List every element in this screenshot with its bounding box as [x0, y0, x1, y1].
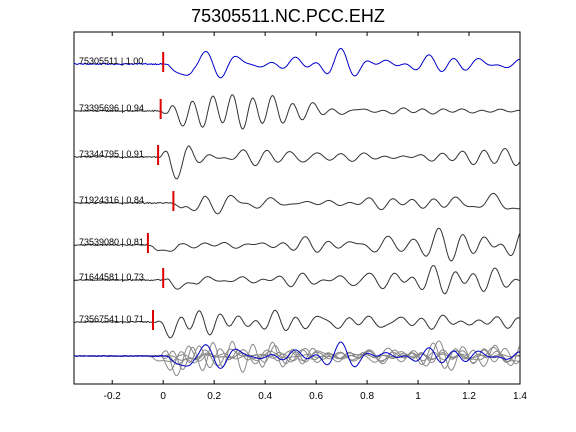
x-tick-label: 0 — [160, 391, 166, 402]
x-tick-label: 0.8 — [360, 391, 374, 402]
trace-label-3: 73344795 | 0.91 — [79, 149, 144, 159]
trace-1-line — [73, 47, 520, 79]
x-tick-label: -0.2 — [104, 391, 122, 402]
x-tick-label: 1 — [415, 391, 421, 402]
trace-label-5: 73539080 | 0.81 — [79, 237, 144, 247]
chart-title: 75305511.NC.PCC.EHZ — [191, 6, 385, 26]
trace-group: 75305511 | 1.00 73395696 | 0.94 73344795 |… — [73, 47, 520, 339]
trace-3-line — [73, 145, 520, 180]
overlay-trace-1 — [73, 341, 520, 369]
trace-6-line — [73, 265, 520, 295]
overlay-stack — [73, 340, 520, 377]
overlay-trace-7 — [73, 344, 520, 371]
trace-2-line — [73, 94, 520, 130]
trace-label-6: 71644581 | 0.73 — [79, 272, 144, 282]
trace-label-7: 73567541 | 0.71 — [79, 314, 144, 324]
x-tick-label: 1.4 — [513, 391, 527, 402]
trace-4-line — [73, 192, 520, 215]
x-axis: -0.2 0 0.2 0.4 0.6 0.8 1 1.2 1.4 — [104, 32, 527, 402]
trace-7-line — [73, 309, 520, 339]
x-tick-label: 1.2 — [462, 391, 476, 402]
x-tick-label: 0.6 — [309, 391, 323, 402]
plot-area-frame — [73, 31, 521, 385]
trace-label-2: 73395696 | 0.94 — [79, 103, 144, 113]
x-tick-label: 0.4 — [258, 391, 272, 402]
x-tick-label: 0.2 — [207, 391, 221, 402]
trace-label-1: 75305511 | 1.00 — [79, 56, 143, 66]
trace-label-4: 71924316 | 0.84 — [79, 195, 144, 205]
